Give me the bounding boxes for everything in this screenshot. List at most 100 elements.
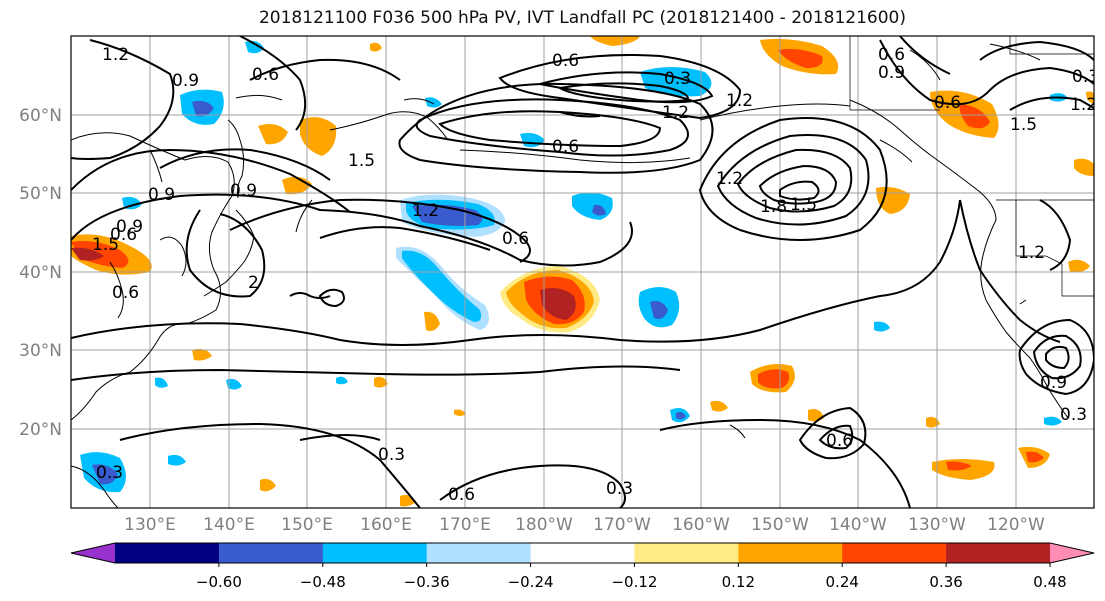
colorbar-extend-max bbox=[1050, 543, 1094, 563]
negative-anomaly-patch bbox=[245, 40, 264, 54]
contour-label: 1.2 bbox=[412, 201, 439, 221]
contour-label: 0.9 bbox=[116, 217, 143, 237]
colorbar-tick-label: 0.12 bbox=[722, 573, 755, 591]
positive-anomaly-patch bbox=[710, 400, 728, 412]
contour-label: 0.9 bbox=[172, 71, 199, 91]
contour-label: 1.8 bbox=[760, 197, 787, 217]
contour-label: 0.3 bbox=[378, 445, 405, 465]
contour-label: 0.9 bbox=[230, 181, 257, 201]
longitude-labels: 130°E 140°E 150°E 160°E 170°E 180°W 170°… bbox=[124, 515, 1045, 535]
colorbar-segment bbox=[530, 543, 636, 563]
contour-label: 0.9 bbox=[1040, 373, 1067, 393]
colorbar-tick-label: 0.48 bbox=[1033, 573, 1066, 591]
contour-label: 1.2 bbox=[716, 169, 743, 189]
positive-anomaly-patch bbox=[192, 348, 212, 361]
positive-anomaly-patch bbox=[540, 288, 576, 320]
negative-anomaly-patch bbox=[92, 464, 118, 485]
positive-anomaly-patch bbox=[260, 478, 276, 492]
map-title: 2018121100 F036 500 hPa PV, IVT Landfall… bbox=[258, 8, 906, 28]
colorbar-tick-label: −0.36 bbox=[404, 573, 450, 591]
lon-label: 160°E bbox=[360, 515, 412, 535]
contour-label: 0.3 bbox=[96, 463, 123, 483]
contour-label: 2 bbox=[248, 273, 259, 293]
negative-anomaly-patch bbox=[168, 454, 186, 466]
lon-label: 160°W bbox=[672, 515, 730, 535]
positive-anomaly-patch bbox=[1068, 259, 1090, 273]
contour-label: 0.3 bbox=[1060, 405, 1087, 425]
colorbar-segment bbox=[946, 543, 1051, 563]
colorbar: −0.60 −0.48 −0.36 −0.24 −0.12 0.12 0.24 0.36 0.4… bbox=[70, 542, 1095, 591]
contour-label: 0.3 bbox=[1072, 67, 1099, 87]
negative-anomaly-patch bbox=[1044, 416, 1062, 426]
positive-anomaly-patch bbox=[1026, 451, 1044, 463]
lon-label: 140°E bbox=[203, 515, 255, 535]
negative-anomaly-patch bbox=[402, 250, 482, 322]
negative-anomaly-patch bbox=[874, 321, 890, 332]
positive-anomaly-patch bbox=[374, 376, 388, 388]
colorbar-tick-label: 0.36 bbox=[929, 573, 962, 591]
colorbar-tick-label: −0.48 bbox=[300, 573, 346, 591]
colorbar-tick-label: 0.24 bbox=[826, 573, 859, 591]
contour-label: 0.6 bbox=[552, 137, 579, 157]
lat-label: 40°N bbox=[19, 263, 62, 283]
lon-label: 170°E bbox=[439, 515, 491, 535]
colorbar-extend-min bbox=[71, 543, 115, 563]
colorbar-segment bbox=[738, 543, 843, 563]
colorbar-segment bbox=[842, 543, 947, 563]
contour-label: 0.6 bbox=[934, 93, 961, 113]
contour-label: 1.2 bbox=[662, 103, 689, 123]
contour-label: 1.2 bbox=[726, 91, 753, 111]
lon-label: 130°E bbox=[124, 515, 176, 535]
contour-label: 1.2 bbox=[1070, 95, 1097, 115]
map-frame bbox=[70, 35, 1095, 509]
contour-label: 1.2 bbox=[1018, 243, 1045, 263]
lon-label: 120°W bbox=[987, 515, 1045, 535]
contour-label: 1.5 bbox=[92, 235, 119, 255]
contour-label: 0.6 bbox=[448, 485, 475, 505]
positive-anomaly-patch bbox=[424, 311, 440, 332]
positive-anomaly-patch bbox=[71, 247, 104, 261]
positive-anomaly-patch bbox=[590, 36, 640, 46]
lat-label: 30°N bbox=[19, 341, 62, 361]
colorbar-tick-label: −0.24 bbox=[508, 573, 554, 591]
contour-labels: 1.2 0.9 0.6 0.6 0.3 1.2 0.6 1.5 0.6 1.2 … bbox=[92, 45, 1099, 505]
contour-label: 0.6 bbox=[878, 45, 905, 65]
colorbar-segment bbox=[426, 543, 532, 563]
contour-label: 0.6 bbox=[502, 229, 529, 249]
negative-anomaly-patch bbox=[192, 100, 214, 117]
political-borders bbox=[849, 36, 1094, 297]
colorbar-segment bbox=[322, 543, 428, 563]
negative-anomaly-patch bbox=[425, 97, 442, 108]
colorbar-outline bbox=[70, 542, 1095, 564]
positive-anomaly-patch bbox=[258, 124, 288, 145]
latitude-labels: 60°N 50°N 40°N 30°N 20°N bbox=[19, 106, 62, 440]
lat-label: 60°N bbox=[19, 106, 62, 126]
contour-label: 0.9 bbox=[878, 63, 905, 83]
lat-label: 20°N bbox=[19, 420, 62, 440]
contour-label: 0.3 bbox=[664, 69, 691, 89]
positive-anomaly-patch bbox=[300, 117, 337, 156]
contour-label: 1.2 bbox=[102, 45, 129, 65]
positive-anomaly-patch bbox=[946, 461, 972, 471]
lon-label: 180°W bbox=[515, 515, 573, 535]
negative-anomaly-patch bbox=[155, 377, 168, 388]
contour-label: 0.3 bbox=[606, 479, 633, 499]
contour-label: 0.6 bbox=[826, 431, 853, 451]
colorbar-segment bbox=[115, 543, 220, 563]
coastlines bbox=[71, 43, 1069, 508]
positive-anomaly-patch bbox=[778, 48, 823, 68]
colorbar-tick-label: −0.60 bbox=[196, 573, 242, 591]
positive-anomaly-patch bbox=[758, 369, 790, 389]
positive-anomaly-patch bbox=[370, 42, 382, 52]
contour-label: 1.5 bbox=[348, 151, 375, 171]
contour-label: 0.6 bbox=[110, 225, 137, 245]
lat-label: 50°N bbox=[19, 184, 62, 204]
lon-label: 150°W bbox=[751, 515, 809, 535]
colorbar-segment bbox=[634, 543, 739, 563]
colorbar-segments bbox=[71, 543, 1094, 563]
contour-label: 0.6 bbox=[112, 283, 139, 303]
contour-label: 0.6 bbox=[552, 51, 579, 71]
negative-anomaly-patch bbox=[592, 204, 606, 216]
contour-label: 0.6 bbox=[252, 65, 279, 85]
